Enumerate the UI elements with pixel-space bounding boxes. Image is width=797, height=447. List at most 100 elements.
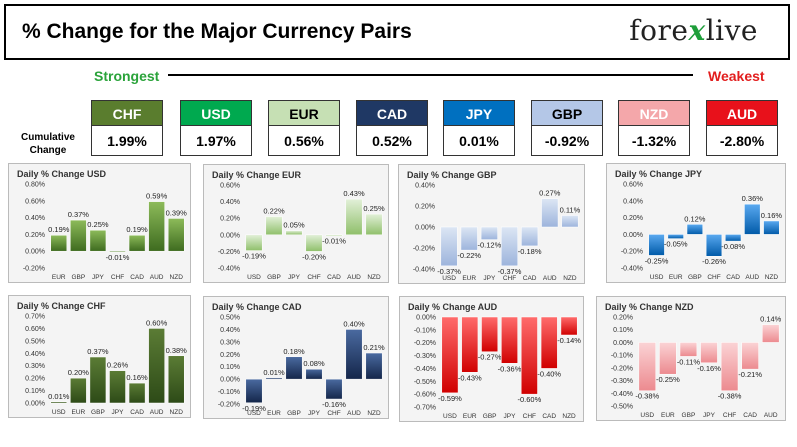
x-tick-label: JPY	[112, 409, 125, 416]
data-label: 0.11%	[560, 205, 581, 214]
bar-gbp	[265, 216, 283, 236]
bar-chart: -0.70% -0.60% -0.50% -0.40% -0.30% -0.20% -0.1…	[414, 315, 581, 421]
y-tick-label: 0.20%	[220, 352, 240, 359]
y-tick-label: 0.00%	[25, 401, 45, 408]
bar-chf	[520, 316, 538, 395]
x-tick-label: CHF	[327, 410, 340, 417]
bar-eur	[460, 226, 478, 251]
chart-panel: Daily % Change GBP -0.40% -0.20% 0.00% 0.20%…	[398, 164, 585, 284]
y-tick-label: -0.40%	[611, 391, 633, 398]
x-tick-label: CAD	[327, 274, 341, 281]
currency-code: CHF	[91, 100, 163, 126]
x-tick-label: USD	[247, 274, 261, 281]
y-tick-label: 0.20%	[623, 215, 643, 222]
y-tick-label: 0.40%	[623, 198, 643, 205]
data-label: 0.01%	[263, 368, 285, 377]
x-tick-label: GBP	[287, 410, 301, 417]
y-tick-label: 0.00%	[220, 377, 240, 384]
bar-eur	[667, 234, 684, 239]
x-tick-label: GBP	[71, 274, 85, 281]
header-banner: % Change for the Major Currency Pairs fo…	[4, 4, 790, 60]
chart-panel: Daily % Change CAD -0.20% -0.10% 0.00% 0.10%…	[203, 296, 389, 419]
x-tick-label: JPY	[92, 274, 105, 281]
chart-title: Daily % Change CAD	[212, 302, 302, 312]
x-tick-label: JPY	[703, 412, 716, 419]
currency-cell-chf: CHF 1.99%	[91, 100, 163, 156]
x-tick-label: CAD	[523, 275, 537, 282]
x-tick-label: NZD	[562, 413, 576, 420]
y-tick-label: -0.30%	[414, 353, 436, 360]
bar-usd	[50, 401, 68, 404]
data-label: -0.16%	[697, 364, 721, 373]
bar-chart: -0.50% -0.40% -0.30% -0.20% -0.10% 0.00% 0.10%…	[611, 315, 782, 420]
data-label: -0.59%	[438, 394, 462, 403]
x-tick-label: GBP	[483, 413, 497, 420]
logo-text-start: fore	[629, 14, 689, 47]
x-tick-label: EUR	[462, 275, 476, 282]
data-label: -0.01%	[322, 237, 346, 246]
data-label: -0.26%	[702, 257, 726, 266]
data-label: -0.37%	[498, 267, 522, 276]
data-label: 0.05%	[283, 221, 305, 230]
x-tick-label: CHF	[723, 412, 736, 419]
x-tick-label: CAD	[130, 409, 144, 416]
data-label: -0.12%	[477, 241, 501, 250]
y-tick-label: 0.40%	[220, 199, 240, 206]
data-label: -0.38%	[635, 392, 659, 401]
y-tick-label: 0.00%	[220, 232, 240, 239]
chart-panel: Daily % Change JPY -0.40% -0.20% 0.00% 0.20%…	[606, 163, 786, 283]
bar-usd	[440, 226, 458, 267]
y-tick-label: -0.40%	[621, 266, 643, 273]
bar-cad	[741, 342, 759, 370]
y-tick-label: 0.10%	[613, 327, 633, 334]
x-tick-label: NZD	[367, 274, 381, 281]
data-label: -0.19%	[242, 404, 266, 413]
chart-title: Daily % Change USD	[17, 169, 107, 179]
x-tick-label: CAD	[726, 274, 740, 281]
y-tick-label: 0.40%	[415, 183, 435, 190]
data-label: -0.60%	[517, 395, 541, 404]
bar-cad	[725, 234, 742, 242]
cumulative-change-value: 0.56%	[268, 126, 340, 156]
y-tick-label: 0.50%	[25, 338, 45, 345]
y-tick-label: -0.40%	[413, 267, 435, 274]
chart-title: Daily % Change GBP	[407, 170, 497, 180]
data-label: 0.36%	[742, 194, 764, 203]
bar-chart: 0.00% 0.10% 0.20% 0.30% 0.40% 0.50% 0.60% 0.70%…	[25, 314, 187, 417]
bar-eur	[265, 377, 283, 380]
y-tick-label: -0.10%	[218, 389, 240, 396]
chart-panel: Daily % Change NZD -0.50% -0.40% -0.30% -0.2…	[596, 296, 786, 421]
x-tick-label: USD	[443, 413, 457, 420]
bar-chf	[705, 234, 723, 257]
data-label: 0.26%	[107, 361, 129, 370]
y-tick-label: -0.10%	[611, 353, 633, 360]
data-label: -0.37%	[437, 267, 461, 276]
y-tick-label: 0.20%	[25, 232, 45, 239]
bar-nzd	[561, 215, 579, 228]
y-tick-label: 0.00%	[415, 225, 435, 232]
bar-chart: -0.40%-0.20%0.00%0.20%0.40%-0.37%USD-0.2…	[413, 183, 581, 283]
bar-chart: -0.40% -0.20% 0.00% 0.20% 0.40% 0.60% -0.25% US…	[621, 182, 783, 282]
data-label: -0.16%	[322, 400, 346, 409]
chart-title: Daily % Change EUR	[212, 170, 302, 180]
bar-usd	[638, 342, 656, 391]
x-tick-label: USD	[650, 274, 664, 281]
strongest-label: Strongest	[94, 68, 160, 84]
x-tick-label: EUR	[669, 274, 683, 281]
y-tick-label: -0.70%	[414, 405, 436, 412]
y-tick-label: -0.50%	[611, 404, 633, 411]
y-tick-label: 0.40%	[220, 327, 240, 334]
bar-aud	[148, 201, 165, 252]
currency-code: GBP	[531, 100, 603, 126]
bar-jpy	[89, 229, 107, 252]
bar-nzd	[167, 218, 185, 252]
data-label: -0.25%	[645, 256, 669, 265]
chart-title: Daily % Change JPY	[615, 169, 703, 179]
x-tick-label: GBP	[688, 274, 702, 281]
currency-cell-jpy: JPY 0.01%	[443, 100, 515, 156]
y-tick-label: 0.20%	[25, 376, 45, 383]
bar-eur	[50, 234, 68, 252]
x-tick-label: NZD	[765, 274, 779, 281]
currency-code: JPY	[443, 100, 515, 126]
x-tick-label: CAD	[542, 413, 556, 420]
